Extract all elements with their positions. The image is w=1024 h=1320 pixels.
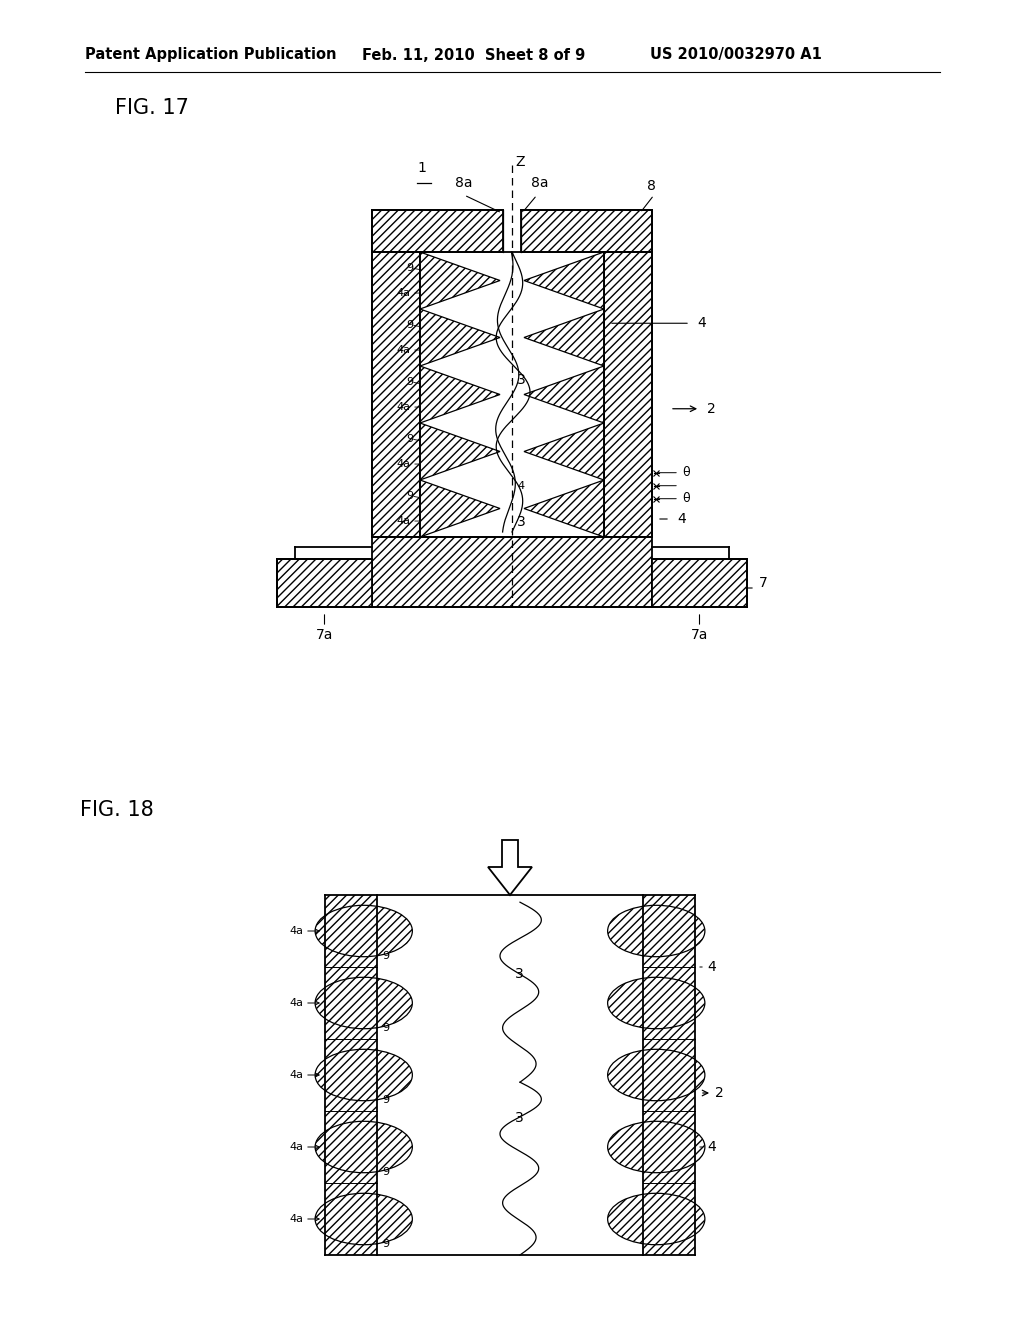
Polygon shape bbox=[524, 252, 604, 309]
Text: Patent Application Publication: Patent Application Publication bbox=[85, 48, 337, 62]
Text: 9: 9 bbox=[382, 1239, 389, 1249]
Text: 4a: 4a bbox=[396, 403, 410, 412]
Polygon shape bbox=[420, 480, 500, 537]
Text: 9: 9 bbox=[406, 434, 413, 444]
Text: 4a: 4a bbox=[289, 998, 303, 1008]
Text: 2: 2 bbox=[707, 401, 716, 416]
Ellipse shape bbox=[607, 1121, 705, 1172]
Text: 4: 4 bbox=[697, 317, 706, 330]
Text: 4a: 4a bbox=[289, 1214, 303, 1224]
Polygon shape bbox=[420, 309, 500, 366]
Text: 8a: 8a bbox=[531, 176, 549, 190]
Text: 4a: 4a bbox=[396, 345, 410, 355]
Text: Z: Z bbox=[515, 154, 524, 169]
Text: 4: 4 bbox=[517, 480, 524, 491]
Text: Feb. 11, 2010  Sheet 8 of 9: Feb. 11, 2010 Sheet 8 of 9 bbox=[362, 48, 586, 62]
Polygon shape bbox=[524, 309, 604, 366]
Bar bbox=[372, 252, 420, 537]
Text: 9: 9 bbox=[406, 319, 413, 330]
Text: FIG. 18: FIG. 18 bbox=[80, 800, 154, 820]
Text: 9: 9 bbox=[406, 263, 413, 273]
Text: 9: 9 bbox=[382, 1023, 389, 1034]
Text: 4a: 4a bbox=[396, 288, 410, 298]
Polygon shape bbox=[420, 252, 500, 309]
Text: 9: 9 bbox=[382, 1167, 389, 1177]
Ellipse shape bbox=[315, 906, 413, 957]
Bar bbox=[372, 210, 503, 252]
Text: 4a: 4a bbox=[396, 459, 410, 469]
Ellipse shape bbox=[607, 977, 705, 1028]
Text: 4a: 4a bbox=[289, 927, 303, 936]
Text: 3: 3 bbox=[515, 1111, 523, 1125]
Text: 4: 4 bbox=[677, 512, 686, 525]
Ellipse shape bbox=[315, 1121, 413, 1172]
Text: 9: 9 bbox=[406, 378, 413, 387]
Text: 3: 3 bbox=[517, 374, 525, 387]
Text: 4: 4 bbox=[707, 1140, 716, 1154]
Bar bbox=[372, 537, 652, 607]
Text: 8: 8 bbox=[647, 180, 656, 193]
Text: 4a: 4a bbox=[289, 1071, 303, 1080]
Text: θ: θ bbox=[682, 466, 689, 479]
Text: 4a: 4a bbox=[396, 516, 410, 527]
Polygon shape bbox=[524, 480, 604, 537]
Bar bbox=[643, 895, 695, 1255]
Ellipse shape bbox=[315, 977, 413, 1028]
Text: US 2010/0032970 A1: US 2010/0032970 A1 bbox=[650, 48, 822, 62]
Text: 7a: 7a bbox=[691, 628, 709, 642]
Text: 9: 9 bbox=[406, 491, 413, 502]
Bar bbox=[278, 558, 372, 607]
Polygon shape bbox=[488, 840, 532, 895]
Text: 2: 2 bbox=[715, 1086, 724, 1100]
Text: θ: θ bbox=[682, 492, 689, 506]
Text: 1: 1 bbox=[417, 161, 426, 176]
Ellipse shape bbox=[315, 1193, 413, 1245]
Bar bbox=[604, 252, 652, 537]
Text: 9: 9 bbox=[382, 952, 389, 961]
Text: 9: 9 bbox=[382, 1096, 389, 1105]
Text: 3: 3 bbox=[517, 515, 525, 529]
Bar bbox=[652, 558, 746, 607]
Polygon shape bbox=[420, 422, 500, 480]
Polygon shape bbox=[524, 366, 604, 422]
Text: 8a: 8a bbox=[456, 176, 473, 190]
Text: 3: 3 bbox=[515, 968, 523, 981]
Text: 4: 4 bbox=[707, 960, 716, 974]
Text: FIG. 17: FIG. 17 bbox=[115, 98, 188, 117]
Polygon shape bbox=[420, 366, 500, 422]
Text: 4a: 4a bbox=[289, 1142, 303, 1152]
Ellipse shape bbox=[607, 906, 705, 957]
Polygon shape bbox=[524, 422, 604, 480]
Ellipse shape bbox=[607, 1193, 705, 1245]
Text: 7a: 7a bbox=[315, 628, 333, 642]
Ellipse shape bbox=[315, 1049, 413, 1101]
Text: 7: 7 bbox=[759, 576, 768, 590]
Bar bbox=[325, 895, 377, 1255]
Bar bbox=[521, 210, 652, 252]
Ellipse shape bbox=[607, 1049, 705, 1101]
